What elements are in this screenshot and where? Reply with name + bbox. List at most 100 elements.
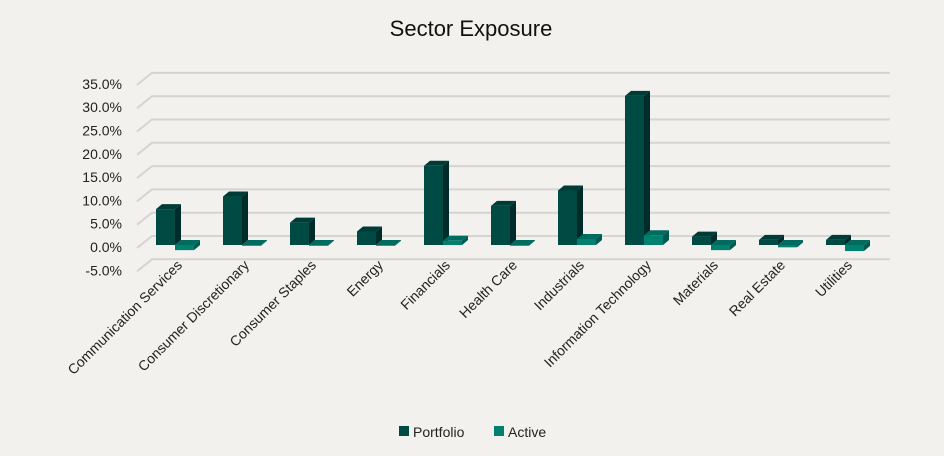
legend: Portfolio Active: [399, 424, 546, 440]
bar-top: [826, 234, 851, 240]
bar-front: [242, 245, 261, 246]
bar-active: [309, 240, 334, 246]
bar-side: [376, 226, 382, 245]
y-tick-label: 5.0%: [90, 216, 122, 232]
bar-front: [625, 95, 644, 245]
y-tick-label: 30.0%: [82, 99, 122, 115]
bar-active: [711, 240, 736, 251]
bar-top: [175, 240, 200, 245]
bar-front: [826, 239, 845, 245]
bar-side: [663, 230, 669, 245]
bar-top: [510, 240, 535, 245]
bar-front: [223, 196, 242, 245]
bar-portfolio: [491, 200, 516, 245]
bar-top: [443, 235, 468, 241]
bar-portfolio: [558, 185, 583, 245]
bar-front: [510, 245, 529, 246]
bar-active: [443, 235, 468, 245]
bar-portfolio: [223, 191, 248, 245]
bar-side: [778, 234, 784, 245]
bar-front: [711, 245, 730, 251]
y-tick-label: 20.0%: [82, 146, 122, 162]
bar-front: [424, 165, 443, 245]
chart-title: Sector Exposure: [390, 16, 553, 41]
bar-portfolio: [625, 90, 650, 245]
bar-active: [175, 240, 200, 251]
bar-front: [290, 222, 309, 245]
bar-front: [491, 205, 510, 245]
bar-top: [692, 231, 717, 237]
x-tick-label: Consumer Discretionary: [135, 257, 253, 375]
bar-portfolio: [357, 226, 382, 245]
bar-front: [175, 245, 194, 251]
bar-top: [625, 90, 650, 96]
bar-top: [156, 204, 181, 210]
gridline: [136, 165, 890, 179]
bar-portfolio: [759, 234, 784, 245]
bar-front: [778, 245, 797, 248]
bar-portfolio: [156, 204, 181, 245]
y-tick-label: -5.0%: [85, 262, 122, 278]
bar-top: [242, 240, 267, 245]
bar-side: [596, 233, 602, 245]
bar-front: [577, 238, 596, 245]
bar-top: [376, 240, 401, 245]
legend-swatch-active: [494, 426, 504, 436]
bar-front: [644, 235, 663, 245]
bar-top: [290, 217, 315, 223]
legend-label-active: Active: [508, 424, 546, 440]
x-tick-label: Health Care: [456, 257, 520, 321]
bar-top: [424, 160, 449, 166]
bar-front: [376, 245, 395, 246]
bar-front: [443, 240, 462, 245]
bar-top: [644, 230, 669, 236]
bar-top: [223, 191, 248, 197]
bar-top: [711, 240, 736, 245]
bar-side: [845, 234, 851, 245]
bar-side: [462, 235, 468, 245]
bar-top: [845, 240, 870, 245]
y-tick-label: 10.0%: [82, 192, 122, 208]
y-tick-label: 0.0%: [90, 239, 122, 255]
bar-front: [759, 239, 778, 245]
bar-side: [443, 160, 449, 245]
bar-side: [261, 240, 267, 246]
bar-portfolio: [826, 234, 851, 245]
bar-side: [577, 185, 583, 245]
y-tick-label: 35.0%: [82, 76, 122, 92]
x-tick-label: Communication Services: [64, 257, 185, 378]
bar-active: [376, 240, 401, 246]
bar-top: [491, 200, 516, 206]
bar-portfolio: [692, 231, 717, 245]
bar-side: [194, 240, 200, 251]
legend-swatch-portfolio: [399, 426, 409, 436]
bar-front: [558, 190, 577, 245]
bar-front: [692, 236, 711, 245]
bar-active: [778, 240, 803, 248]
bar-top: [759, 234, 784, 240]
bar-active: [242, 240, 267, 246]
bar-front: [845, 245, 864, 252]
bar-side: [711, 231, 717, 245]
bar-side: [529, 240, 535, 246]
bar-portfolio: [290, 217, 315, 245]
gridline: [136, 258, 890, 273]
bar-side: [730, 240, 736, 251]
bar-front: [156, 209, 175, 245]
gridlines: [136, 71, 890, 273]
gridline: [136, 118, 890, 133]
bars: [156, 90, 870, 252]
bar-side: [242, 191, 248, 245]
x-tick-label: Materials: [670, 257, 721, 308]
x-tick-label: Real Estate: [726, 257, 789, 320]
bar-side: [797, 240, 803, 248]
gridline: [136, 141, 890, 156]
bar-front: [309, 245, 328, 246]
bar-top: [309, 240, 334, 245]
x-tick-label: Financials: [397, 257, 453, 313]
bar-active: [845, 240, 870, 252]
bar-side: [309, 217, 315, 245]
bar-top: [357, 226, 382, 232]
gridline: [136, 71, 890, 86]
y-tick-label: 25.0%: [82, 123, 122, 139]
